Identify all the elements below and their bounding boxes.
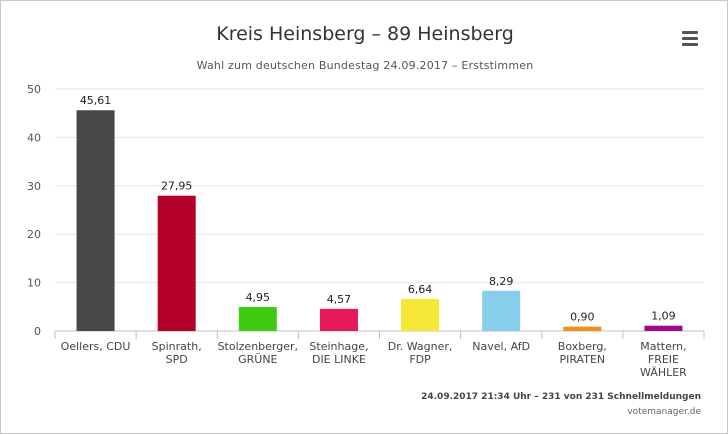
y-tick-label: 0 bbox=[34, 325, 41, 338]
x-tick-label: Stolzenberger, bbox=[218, 340, 298, 353]
bar bbox=[563, 326, 602, 331]
bar bbox=[644, 325, 683, 331]
bar bbox=[482, 290, 521, 331]
x-tick-label: GRÜNE bbox=[238, 353, 277, 366]
hamburger-menu-icon[interactable] bbox=[681, 31, 701, 47]
chart-title: Kreis Heinsberg – 89 Heinsberg bbox=[216, 23, 514, 45]
x-tick-label: Dr. Wagner, bbox=[388, 340, 453, 353]
bar bbox=[401, 298, 440, 331]
data-label: 27,95 bbox=[161, 180, 193, 193]
x-tick-label: WÄHLER bbox=[640, 366, 687, 379]
x-tick-label: FREIE bbox=[648, 353, 679, 366]
x-tick-label: Boxberg, bbox=[558, 340, 607, 353]
chart-subtitle: Wahl zum deutschen Bundestag 24.09.2017 … bbox=[196, 59, 534, 72]
x-tick-label: Steinhage, bbox=[309, 340, 368, 353]
data-label: 0,90 bbox=[570, 311, 595, 324]
credit-link[interactable]: votemanager.de bbox=[627, 407, 701, 417]
x-tick-label: Navel, AfD bbox=[472, 340, 530, 353]
x-tick-label: PIRATEN bbox=[559, 353, 605, 366]
data-label: 1,09 bbox=[651, 310, 676, 323]
data-label: 45,61 bbox=[80, 94, 112, 107]
x-tick-label: FDP bbox=[409, 353, 431, 366]
x-tick-label: DIE LINKE bbox=[312, 353, 366, 366]
data-label: 4,95 bbox=[246, 291, 271, 304]
bar bbox=[157, 195, 196, 331]
y-tick-label: 40 bbox=[27, 131, 41, 144]
y-tick-label: 50 bbox=[27, 83, 41, 96]
y-tick-label: 10 bbox=[27, 277, 41, 290]
x-tick-label: Oellers, CDU bbox=[61, 340, 131, 353]
update-info: 24.09.2017 21:34 Uhr – 231 von 231 Schne… bbox=[421, 392, 701, 402]
data-label: 4,57 bbox=[327, 293, 352, 306]
data-label: 6,64 bbox=[408, 283, 433, 296]
bar bbox=[319, 308, 358, 331]
y-tick-label: 30 bbox=[27, 180, 41, 193]
bar bbox=[76, 110, 115, 332]
x-tick-label: Mattern, bbox=[640, 340, 686, 353]
bar bbox=[238, 307, 277, 331]
x-tick-label: SPD bbox=[166, 353, 188, 366]
x-tick-label: Spinrath, bbox=[152, 340, 202, 353]
y-tick-label: 20 bbox=[27, 228, 41, 241]
data-label: 8,29 bbox=[489, 275, 514, 288]
